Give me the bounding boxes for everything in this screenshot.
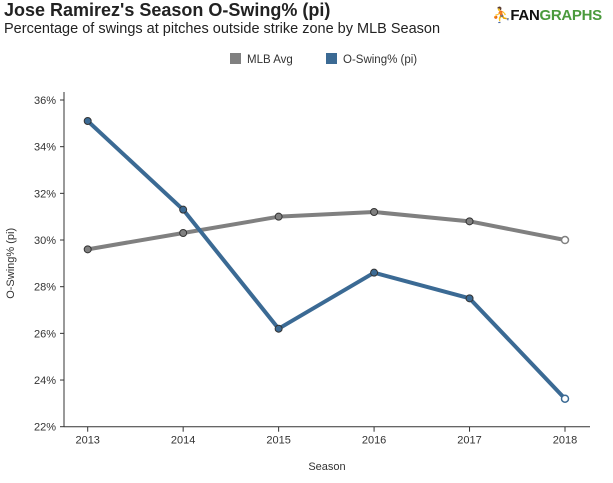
data-point	[370, 268, 379, 277]
x-tick-label: 2017	[457, 435, 481, 447]
data-point	[465, 217, 474, 226]
player-icon: ⛹	[492, 7, 511, 24]
legend-swatch	[326, 53, 337, 64]
fangraphs-logo: ⛹FANGRAPHS	[492, 6, 602, 24]
logo-text-fan: FAN	[510, 7, 540, 24]
data-point	[83, 117, 92, 126]
chart-title: Jose Ramirez's Season O-Swing% (pi)	[4, 0, 331, 20]
series-line-0	[87, 210, 566, 252]
x-axis-label: Season	[308, 461, 345, 473]
chart-subtitle: Percentage of swings at pitches outside …	[4, 21, 441, 37]
legend-label: O-Swing% (pi)	[343, 54, 417, 66]
y-tick-label: 22%	[34, 422, 56, 434]
y-tick-label: 26%	[34, 328, 56, 340]
data-point	[465, 294, 474, 303]
x-tick-label: 2015	[266, 435, 290, 447]
data-point	[274, 212, 283, 221]
data-point	[274, 324, 283, 333]
legend-label: MLB Avg	[247, 54, 293, 66]
logo-text-graphs: GRAPHS	[539, 7, 603, 24]
x-tick-label: 2014	[171, 435, 195, 447]
data-point	[179, 229, 188, 238]
legend-swatch	[230, 53, 241, 64]
x-tick-label: 2018	[553, 435, 577, 447]
y-tick-label: 32%	[34, 188, 56, 200]
x-tick-label: 2016	[362, 435, 386, 447]
data-point	[370, 208, 379, 217]
series-line-1	[86, 119, 567, 401]
data-point	[179, 205, 188, 214]
y-tick-label: 34%	[34, 142, 56, 154]
data-point	[560, 394, 570, 403]
x-tick-label: 2013	[75, 435, 99, 447]
data-point	[83, 245, 92, 254]
y-tick-label: 36%	[34, 95, 56, 107]
y-tick-label: 24%	[34, 375, 56, 387]
y-tick-label: 30%	[34, 235, 56, 247]
y-tick-label: 28%	[34, 282, 56, 294]
data-point	[560, 235, 570, 245]
y-axis-label: O-Swing% (pi)	[5, 228, 17, 299]
